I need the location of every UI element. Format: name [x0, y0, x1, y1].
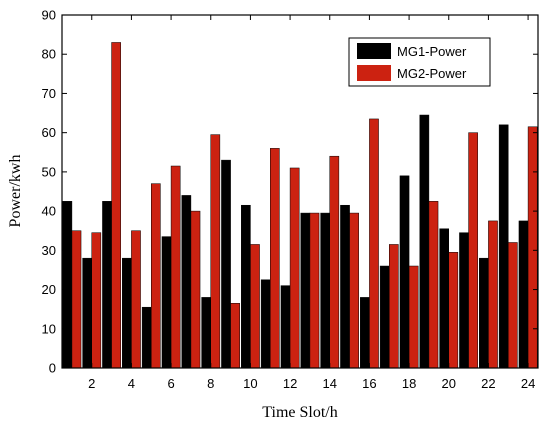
bar-1-15 — [340, 204, 350, 369]
bar-2-12 — [289, 167, 300, 369]
legend-label-mg1: MG1-Power — [397, 44, 467, 59]
bar-2-15 — [349, 212, 359, 369]
x-tick-label: 12 — [283, 376, 297, 391]
y-axis: 0 10 20 30 40 50 60 70 80 90 — [42, 8, 538, 376]
bar-2-23 — [508, 242, 518, 369]
plot-area-frame — [61, 14, 539, 369]
bar-1-6 — [161, 236, 172, 369]
y-tick-label: 30 — [42, 243, 56, 258]
legend-swatch-mg1 — [357, 43, 391, 59]
bar-1-21 — [459, 232, 469, 369]
bar-2-6 — [170, 165, 181, 369]
x-tick-label: 4 — [128, 376, 135, 391]
bars — [62, 42, 538, 369]
bar-2-11 — [270, 148, 280, 369]
bar-1-3 — [102, 201, 112, 369]
bar-1-22 — [479, 257, 489, 369]
bar-1-2 — [82, 257, 92, 369]
bar-2-8 — [210, 134, 221, 369]
x-tick-label: 8 — [207, 376, 214, 391]
bar-1-8 — [201, 297, 212, 369]
bar-2-10 — [250, 244, 260, 369]
bar-2-5 — [151, 183, 161, 369]
y-tick-label: 70 — [42, 86, 56, 101]
bar-2-17 — [389, 244, 399, 369]
bar-2-16 — [369, 118, 379, 369]
x-tick-label: 24 — [521, 376, 535, 391]
bar-1-5 — [141, 306, 152, 369]
bar-1-14 — [320, 212, 331, 369]
y-axis-title: Power/kwh — [7, 155, 24, 228]
bar-1-9 — [221, 159, 231, 369]
legend: MG1-Power MG2-Power — [348, 37, 491, 87]
x-tick-label: 20 — [442, 376, 456, 391]
y-tick-label: 80 — [42, 47, 56, 62]
bar-2-18 — [408, 265, 419, 369]
bar-1-13 — [300, 212, 311, 369]
bar-2-19 — [428, 201, 439, 369]
bar-2-2 — [91, 232, 102, 369]
x-axis: 2 4 6 8 10 12 14 16 18 20 22 24 — [88, 15, 535, 391]
bar-2-3 — [111, 42, 121, 369]
bar-1-17 — [379, 265, 390, 369]
x-tick-label: 18 — [402, 376, 416, 391]
x-tick-label: 10 — [243, 376, 257, 391]
bar-2-14 — [329, 155, 340, 369]
bar-1-18 — [399, 175, 410, 369]
bar-1-24 — [518, 220, 529, 369]
bar-1-12 — [280, 285, 291, 369]
bar-2-1 — [71, 230, 82, 369]
x-tick-label: 16 — [362, 376, 376, 391]
y-tick-label: 60 — [42, 125, 56, 140]
bar-1-20 — [439, 228, 450, 369]
bar-1-19 — [419, 114, 430, 369]
bar-1-10 — [241, 204, 251, 369]
bar-1-7 — [181, 195, 192, 369]
y-tick-label: 40 — [42, 204, 56, 219]
bar-2-4 — [131, 230, 141, 369]
y-tick-label: 90 — [42, 8, 56, 23]
y-tick-label: 10 — [42, 321, 56, 336]
legend-swatch-mg2 — [357, 65, 391, 81]
x-tick-label: 22 — [481, 376, 495, 391]
bar-2-24 — [527, 126, 538, 369]
x-tick-label: 14 — [323, 376, 337, 391]
bar-2-22 — [488, 220, 498, 369]
x-tick-label: 2 — [88, 376, 95, 391]
bar-2-21 — [468, 132, 478, 369]
bar-1-16 — [360, 297, 370, 369]
y-tick-label: 0 — [49, 361, 56, 376]
x-tick-label: 6 — [167, 376, 174, 391]
x-axis-title: Time Slot/h — [262, 404, 337, 421]
bar-2-7 — [190, 210, 201, 369]
bar-1-1 — [62, 201, 73, 369]
bar-2-20 — [448, 252, 459, 369]
bar-2-13 — [309, 212, 320, 369]
y-tick-label: 50 — [42, 164, 56, 179]
bar-1-4 — [122, 257, 132, 369]
y-tick-label: 20 — [42, 282, 56, 297]
bar-1-11 — [260, 279, 271, 369]
bar-1-23 — [498, 124, 509, 369]
bar-2-9 — [230, 303, 240, 369]
legend-label-mg2: MG2-Power — [397, 66, 467, 81]
